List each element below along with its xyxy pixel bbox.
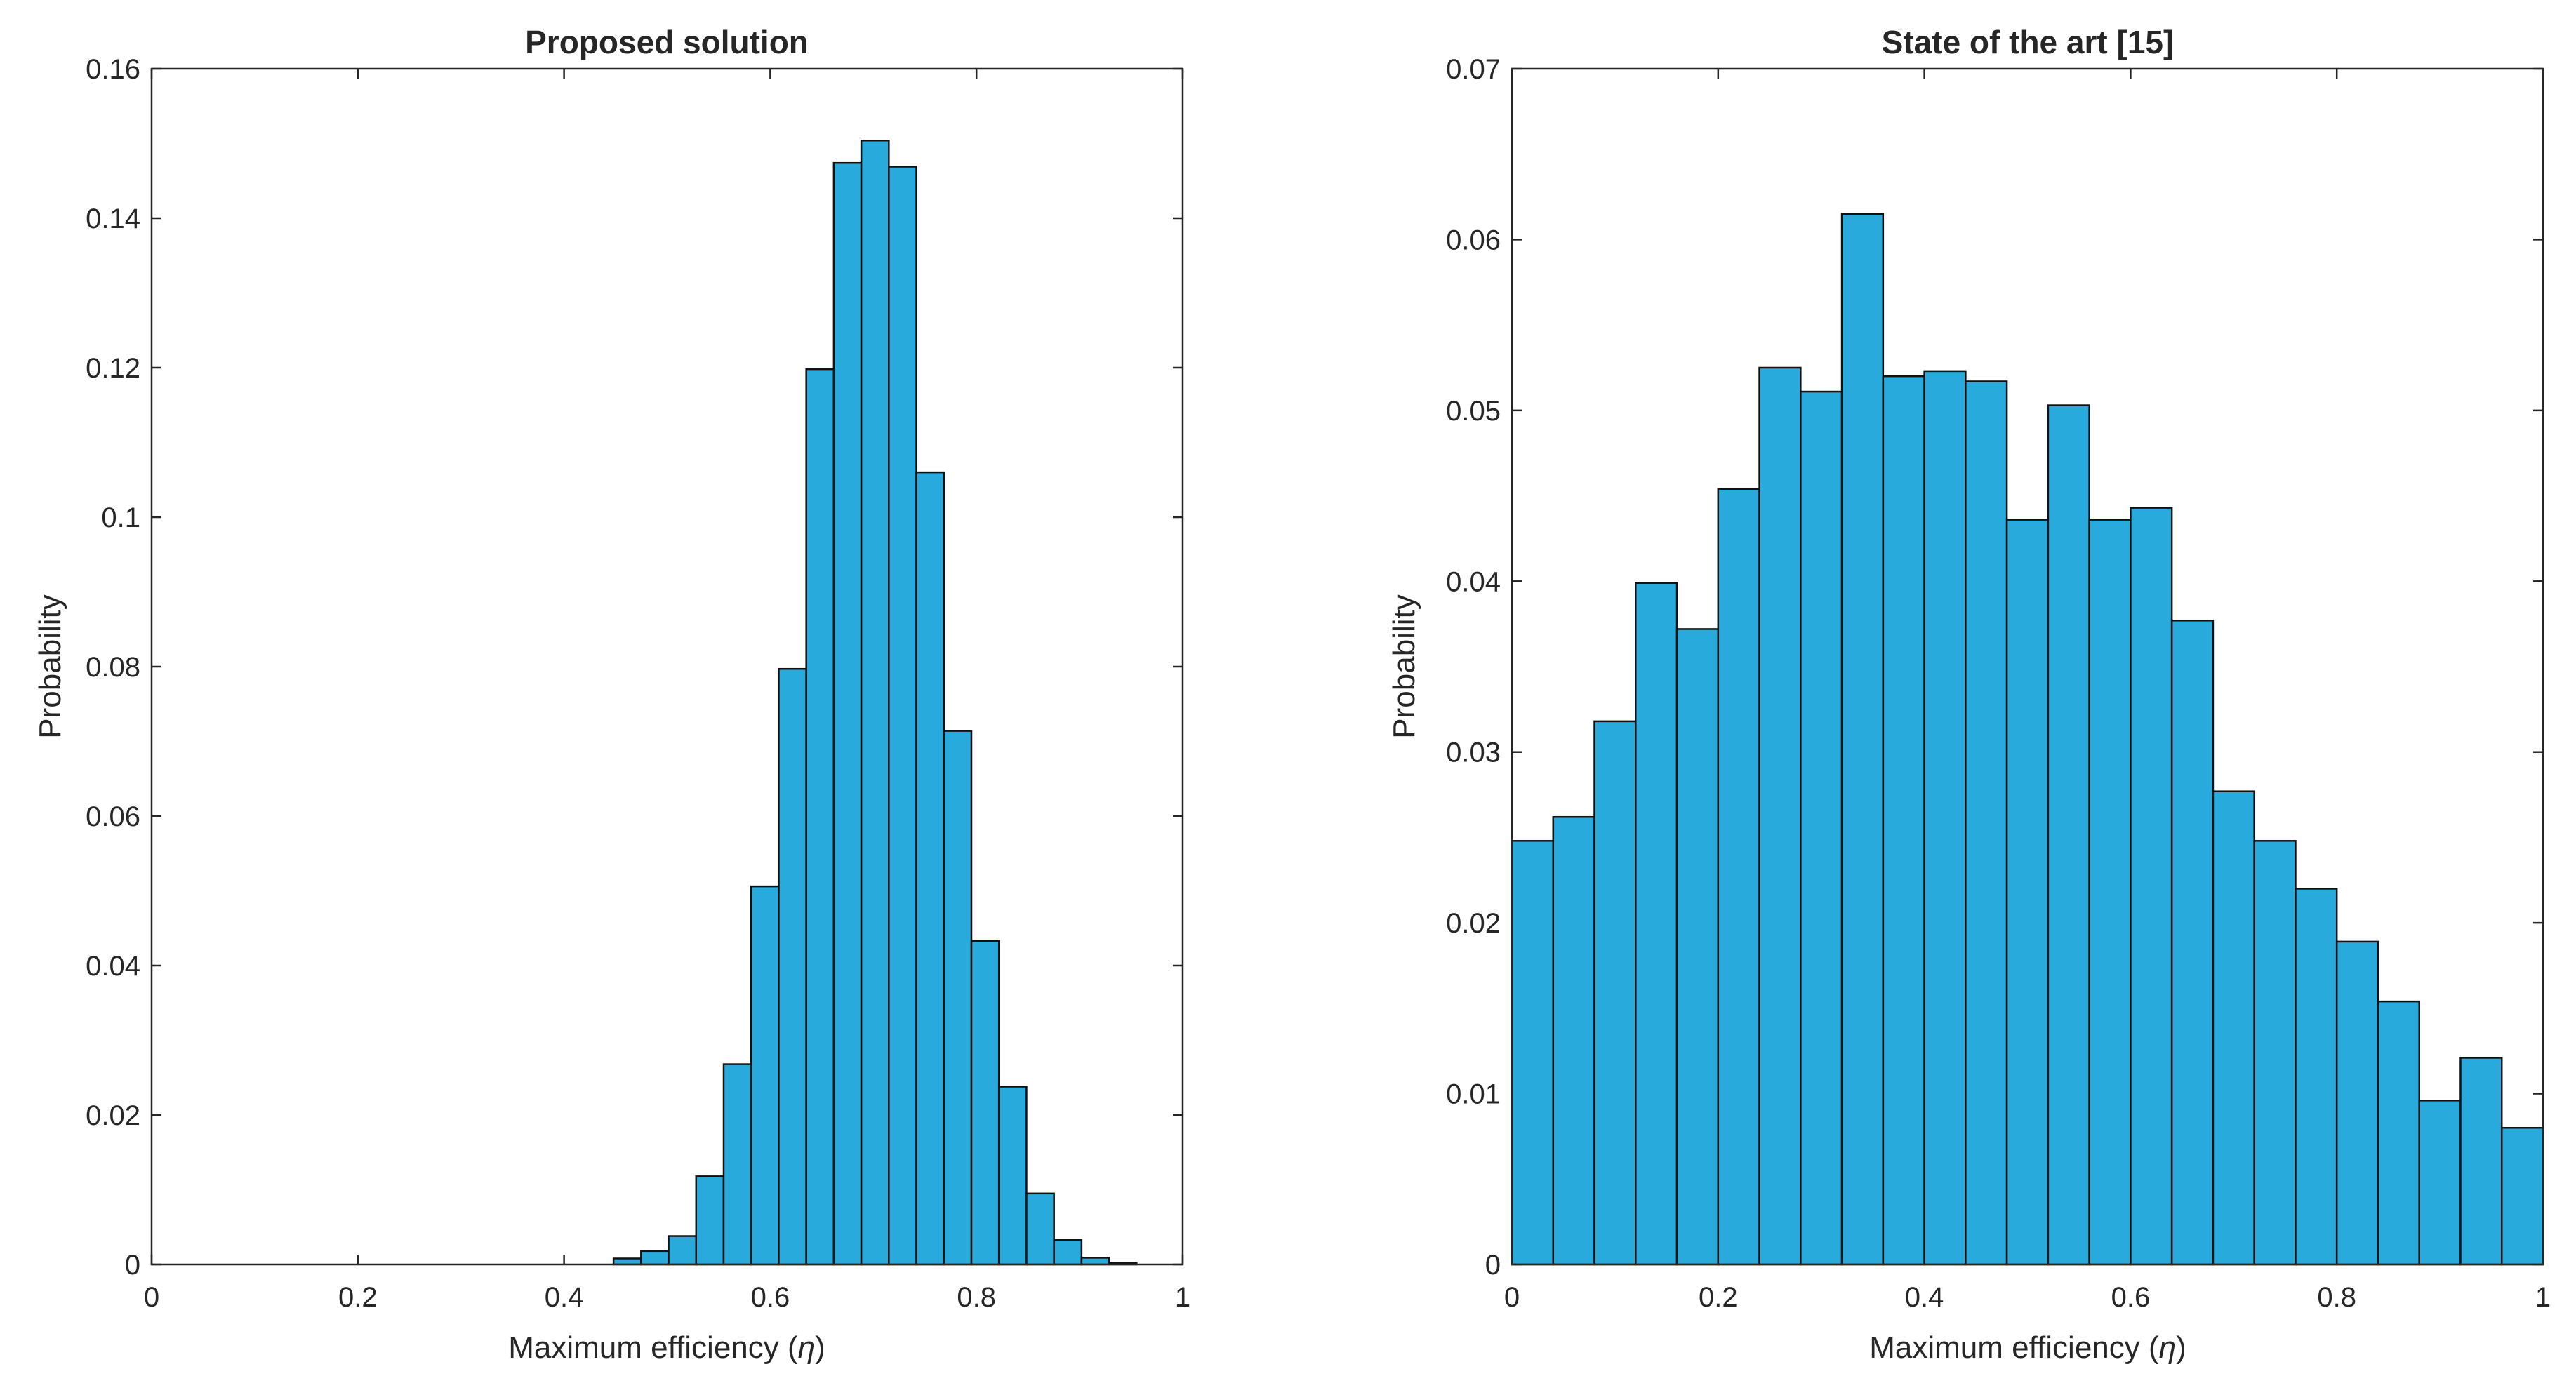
bar: [612, 1257, 642, 1266]
x-axis-label-text: Maximum efficiency: [1869, 1330, 2140, 1365]
bar: [778, 667, 807, 1266]
bar: [805, 368, 835, 1266]
y-tick-label: 0.02: [86, 1100, 140, 1131]
y-tick-label: 0.14: [86, 203, 140, 234]
bar: [2130, 507, 2173, 1266]
bar-group: [1511, 213, 2544, 1266]
bar: [1800, 390, 1843, 1266]
x-tick-label: 0: [1504, 1282, 1520, 1313]
bar: [695, 1175, 725, 1266]
y-tick-label: 0: [1485, 1250, 1501, 1281]
bar: [943, 730, 973, 1266]
bar: [997, 1086, 1028, 1266]
y-tick-label: 0.07: [1446, 54, 1501, 85]
x-tick-label: 0.6: [2111, 1282, 2151, 1313]
bar: [1965, 380, 2008, 1266]
bar: [1840, 213, 1885, 1266]
x-axis-label-symbol: η: [798, 1330, 815, 1365]
bar: [2418, 1100, 2462, 1266]
bar: [2088, 519, 2132, 1266]
bar: [668, 1235, 698, 1266]
bar: [2377, 1000, 2420, 1266]
y-tick-label: 0.08: [86, 652, 140, 683]
bar: [640, 1250, 670, 1266]
bar: [888, 166, 917, 1266]
x-tick-label: 0.4: [545, 1282, 584, 1313]
y-tick-label: 0.06: [1446, 225, 1501, 255]
bar: [1882, 375, 1925, 1266]
x-tick-label: 1: [2535, 1282, 2551, 1313]
bar: [2335, 940, 2379, 1266]
chart-proposed-solution: Proposed solution 0 0.02 0.04 0.06 0.08 0.1 0.…: [33, 24, 1190, 1365]
x-tick-label: 0.6: [751, 1282, 790, 1313]
chart-title: Proposed solution: [525, 24, 809, 60]
bar: [970, 940, 1000, 1266]
y-axis-label: Probability: [1387, 594, 1421, 738]
x-tick-label: 0.4: [1905, 1282, 1944, 1313]
y-tick-label: 0.05: [1446, 396, 1501, 427]
y-tick-label: 0.16: [86, 54, 140, 85]
y-tick-label: 0: [125, 1250, 140, 1281]
bar: [750, 885, 780, 1266]
bar: [1923, 370, 1967, 1266]
plot-area-frame: [1511, 67, 2544, 1266]
y-tick-label: 0.04: [86, 951, 140, 982]
bar: [1717, 488, 1760, 1266]
bar: [2295, 888, 2338, 1266]
bar: [1758, 366, 1802, 1266]
y-tick-label: 0.12: [86, 353, 140, 384]
chart-state-of-the-art: State of the art [15] 00.010.020.030.040…: [1387, 24, 2551, 1365]
y-tick-label: 0.06: [86, 801, 140, 832]
x-tick-label: 0.2: [1699, 1282, 1738, 1313]
x-axis-label-text: Maximum efficiency: [508, 1330, 779, 1365]
y-tick-label: 0.02: [1446, 908, 1501, 939]
y-axis-label: Probability: [33, 594, 67, 738]
bar: [1511, 840, 1555, 1266]
bar: [2170, 620, 2215, 1266]
bar: [915, 471, 945, 1266]
y-tick-group: 0 0.01 0.02 0.03 0.04 0.05 0.06 0.07: [1446, 54, 2543, 1281]
bar: [1593, 720, 1637, 1266]
x-tick-label: 1: [1175, 1282, 1190, 1313]
y-tick-label: 0.04: [1446, 566, 1501, 597]
bar: [722, 1063, 752, 1266]
bar: [2005, 519, 2050, 1266]
bar: [2253, 840, 2297, 1266]
x-axis-label: Maximum efficiency (η): [508, 1330, 825, 1365]
bar: [1635, 582, 1678, 1266]
x-axis-label-symbol: η: [2159, 1330, 2176, 1365]
bar: [2500, 1127, 2544, 1266]
bar: [1552, 815, 1595, 1266]
bar: [2212, 790, 2255, 1266]
bar: [1053, 1239, 1083, 1266]
y-tick-label: 0.1: [101, 502, 140, 533]
x-tick-label: 0.2: [338, 1282, 378, 1313]
bar: [1025, 1192, 1055, 1266]
y-tick-group: 0 0.02 0.04 0.06 0.08 0.1 0.12 0.14 0.16: [86, 54, 1183, 1281]
y-tick-label: 0.03: [1446, 737, 1501, 768]
bar: [1675, 628, 1720, 1266]
x-tick-label: 0.8: [957, 1282, 996, 1313]
bar: [2459, 1057, 2503, 1266]
plot-area-frame: [150, 67, 1184, 1266]
bar: [860, 139, 890, 1266]
bar: [832, 161, 863, 1266]
bar: [2047, 404, 2090, 1266]
y-tick-label: 0.01: [1446, 1079, 1501, 1110]
x-tick-label: 0.8: [2317, 1282, 2356, 1313]
bar: [1080, 1257, 1110, 1266]
x-axis-label: Maximum efficiency (η): [1869, 1330, 2186, 1365]
chart-title: State of the art [15]: [1882, 24, 2175, 60]
x-tick-label: 0: [144, 1282, 159, 1313]
